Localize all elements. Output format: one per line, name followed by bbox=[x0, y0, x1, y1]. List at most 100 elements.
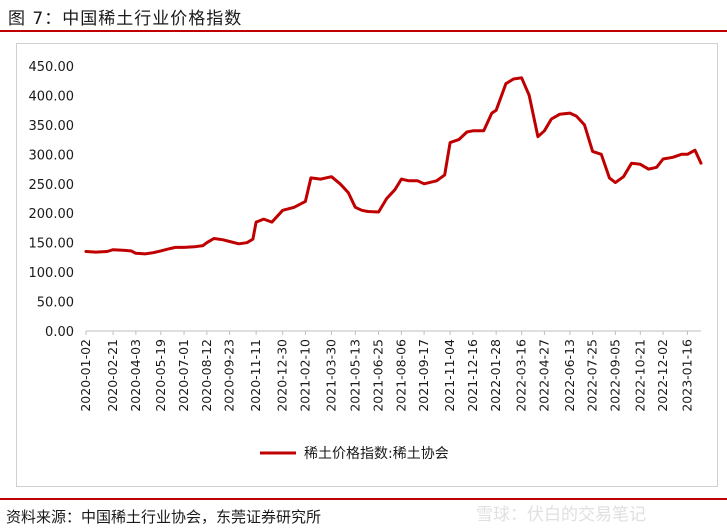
data-point bbox=[262, 217, 265, 221]
bottom-rule bbox=[0, 498, 727, 500]
chart-frame: 0.00 50.00 100.00 150.00 200.00 250.00 300.00 3… bbox=[16, 43, 718, 487]
series-line bbox=[84, 76, 703, 256]
data-point bbox=[622, 175, 625, 178]
data-point bbox=[422, 182, 426, 185]
data-point bbox=[94, 250, 97, 254]
y-tick-label: 100.00 bbox=[29, 266, 75, 281]
data-point bbox=[292, 206, 296, 209]
x-tick-label: 2021-09-17 bbox=[416, 339, 431, 412]
title-rule bbox=[0, 30, 727, 32]
x-tick-label: 2020-12-30 bbox=[275, 339, 290, 412]
data-point bbox=[494, 108, 498, 112]
data-point bbox=[536, 135, 540, 138]
data-point bbox=[134, 252, 138, 255]
data-point bbox=[528, 94, 531, 97]
data-point bbox=[661, 157, 665, 161]
x-tick-label: 2023-01-16 bbox=[679, 339, 694, 412]
data-point bbox=[347, 191, 350, 194]
data-point bbox=[174, 246, 177, 249]
data-point bbox=[84, 250, 88, 253]
data-point bbox=[121, 249, 125, 252]
y-tick-label: 250.00 bbox=[29, 178, 75, 193]
x-tick-label: 2021-03-30 bbox=[323, 339, 338, 412]
x-tick-label: 2020-05-19 bbox=[153, 339, 168, 412]
y-tick-label: 200.00 bbox=[29, 207, 75, 222]
data-point bbox=[490, 111, 494, 115]
data-point bbox=[471, 129, 475, 132]
data-point bbox=[354, 206, 357, 209]
x-tick-label: 2021-02-10 bbox=[297, 339, 312, 412]
data-point bbox=[575, 114, 578, 118]
data-point bbox=[568, 111, 572, 115]
data-point bbox=[583, 123, 586, 127]
data-point bbox=[237, 242, 241, 246]
y-tick-label: 450.00 bbox=[29, 60, 75, 75]
x-tick-label: 2022-01-28 bbox=[488, 339, 503, 412]
data-point bbox=[309, 176, 313, 180]
x-tick-label: 2020-02-21 bbox=[105, 339, 120, 412]
data-point bbox=[448, 141, 452, 144]
data-point bbox=[393, 188, 397, 191]
x-tick-label: 2022-12-02 bbox=[655, 339, 670, 412]
data-point bbox=[281, 209, 284, 212]
data-point bbox=[205, 241, 209, 244]
x-axis: 2020-01-02 2020-02-21 2020-04-03 2020-05-19… bbox=[78, 330, 701, 412]
data-point bbox=[655, 166, 658, 169]
data-point bbox=[304, 200, 307, 203]
x-tick-label: 2022-10-21 bbox=[632, 339, 647, 412]
x-tick-label: 2020-09-23 bbox=[222, 339, 237, 412]
y-tick-label: 150.00 bbox=[29, 237, 75, 252]
data-point bbox=[270, 220, 274, 224]
series-layer bbox=[84, 76, 703, 256]
data-point bbox=[465, 130, 469, 134]
y-axis: 0.00 50.00 100.00 150.00 200.00 250.00 300.00 3… bbox=[29, 60, 75, 340]
data-point bbox=[443, 173, 446, 177]
data-point bbox=[254, 220, 258, 224]
data-point bbox=[504, 82, 508, 85]
data-point bbox=[400, 177, 403, 181]
x-tick-label: 2021-12-16 bbox=[465, 339, 480, 412]
data-point bbox=[520, 76, 523, 79]
data-point bbox=[151, 251, 155, 254]
data-point bbox=[212, 237, 216, 240]
x-tick-label: 2021-05-13 bbox=[347, 339, 362, 412]
x-tick-label: 2022-07-25 bbox=[585, 339, 600, 412]
x-tick-label: 2021-06-25 bbox=[371, 339, 386, 412]
source-note: 资料来源：中国稀土行业协会，东莞证券研究所 bbox=[6, 508, 322, 526]
data-point bbox=[680, 153, 683, 156]
data-point bbox=[193, 245, 196, 248]
data-point bbox=[512, 77, 515, 81]
data-point bbox=[338, 182, 342, 185]
data-point bbox=[251, 237, 255, 241]
legend: 稀土价格指数:稀土协会 bbox=[260, 446, 449, 462]
data-point bbox=[201, 244, 205, 247]
data-point bbox=[686, 153, 689, 156]
data-point bbox=[407, 179, 411, 183]
data-point bbox=[168, 247, 172, 250]
data-point bbox=[550, 117, 553, 121]
data-point bbox=[614, 181, 617, 184]
data-point bbox=[647, 167, 650, 171]
data-point bbox=[182, 246, 186, 249]
data-point bbox=[360, 209, 364, 212]
data-point bbox=[482, 129, 485, 132]
data-point bbox=[543, 129, 546, 132]
data-point bbox=[228, 240, 231, 243]
data-point bbox=[159, 249, 162, 253]
x-tick-label: 2022-06-13 bbox=[562, 339, 577, 412]
data-point bbox=[457, 138, 460, 141]
x-tick-label: 2020-11-11 bbox=[248, 339, 263, 412]
data-point bbox=[558, 113, 561, 116]
data-point bbox=[245, 241, 249, 244]
x-tick-label: 2022-04-27 bbox=[536, 339, 551, 412]
figure-title: 图 7：中国稀土行业价格指数 bbox=[8, 9, 243, 29]
data-point bbox=[111, 248, 115, 251]
y-tick-label: 400.00 bbox=[29, 89, 75, 104]
data-point bbox=[699, 161, 703, 165]
x-tick-label: 2021-11-04 bbox=[442, 339, 457, 412]
x-tick-label: 2020-07-01 bbox=[176, 339, 191, 412]
data-point bbox=[630, 161, 633, 165]
x-tick-label: 2021-08-06 bbox=[393, 339, 408, 412]
data-point bbox=[671, 156, 675, 159]
data-point bbox=[693, 149, 697, 152]
